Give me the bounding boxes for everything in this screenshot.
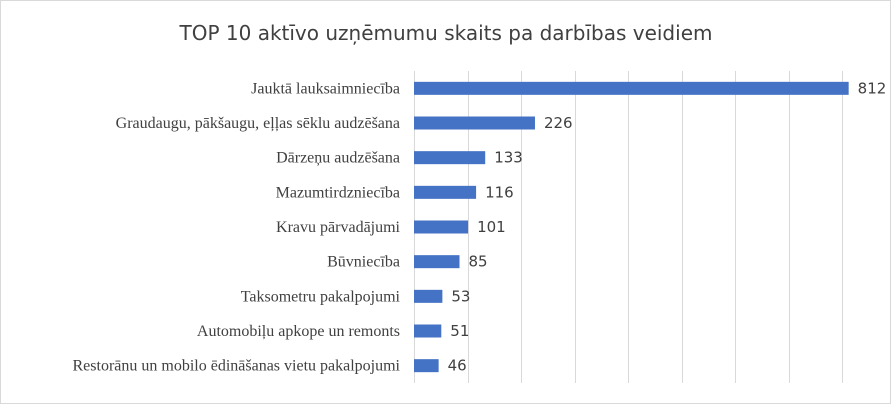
- category-label: Būvniecība: [327, 254, 400, 271]
- category-labels: Jauktā lauksaimniecība Graudaugu, pākšaug…: [73, 80, 401, 374]
- value-labels: 812 226 133 116 101 85 53 51 46: [448, 79, 887, 374]
- bar: [414, 324, 442, 338]
- category-label: Kravu pārvadājumi: [276, 219, 401, 236]
- bars: [414, 81, 849, 373]
- bar: [414, 289, 443, 303]
- category-label: Restorānu un mobilo ēdināšanas vietu pak…: [73, 358, 401, 375]
- category-label: Automobiļu apkope un remonts: [197, 323, 400, 340]
- bar: [414, 255, 460, 269]
- value-label: 85: [469, 253, 488, 271]
- category-label: Mazumtirdzniecība: [276, 184, 400, 201]
- value-label: 46: [448, 357, 467, 375]
- bar: [414, 359, 439, 373]
- category-label: Taksometru pakalpojumi: [241, 288, 401, 305]
- category-label: Dārzeņu audzēšana: [276, 150, 400, 167]
- value-label: 51: [450, 322, 469, 340]
- category-label: Graudaugu, pākšaugu, eļļas sēklu audzēša…: [116, 115, 400, 132]
- value-label: 53: [451, 287, 470, 305]
- chart-title: TOP 10 aktīvo uzņēmumu skaits pa darbība…: [179, 21, 713, 45]
- bar: [414, 116, 535, 130]
- bar: [414, 81, 849, 95]
- value-label: 226: [544, 114, 573, 132]
- value-label: 101: [477, 218, 506, 236]
- value-label: 133: [494, 149, 523, 167]
- value-label: 812: [858, 79, 887, 97]
- category-label: Jauktā lauksaimniecība: [251, 80, 400, 97]
- value-label: 116: [485, 183, 514, 201]
- bar: [414, 151, 486, 165]
- bar: [414, 185, 477, 199]
- bar: [414, 220, 469, 234]
